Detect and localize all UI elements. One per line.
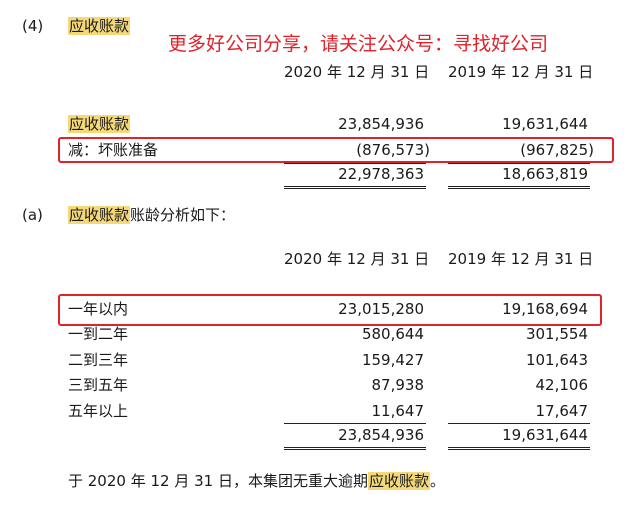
table2-double-rule-2020-a xyxy=(284,447,426,448)
section-marker-a: (a) xyxy=(22,206,43,224)
table2-cell: 19,168,694 xyxy=(502,300,588,318)
table1-header-2019: 2019 年 12 月 31 日 xyxy=(448,63,594,81)
section-a-title: 应收账款账龄分析如下： xyxy=(68,206,236,224)
table2-cell: 23,015,280 xyxy=(338,300,424,318)
table2-cell: 159,427 xyxy=(361,351,424,369)
table2-cell: 101,643 xyxy=(525,351,588,369)
table2-cell: 11,647 xyxy=(371,402,425,420)
table1-total-2019: 18,663,819 xyxy=(502,165,588,183)
table1-double-rule-2019-a xyxy=(448,186,590,187)
highlight-receivables: 应收账款 xyxy=(68,17,131,35)
table2-cell: 42,106 xyxy=(535,376,589,394)
table1-cell: (876,573) xyxy=(356,141,430,159)
table2-header-2019: 2019 年 12 月 31 日 xyxy=(448,250,594,268)
table2-double-rule-2019-b xyxy=(448,449,590,450)
table2-cell: 87,938 xyxy=(371,376,425,394)
table2-row-label: 二到三年 xyxy=(68,351,129,369)
table1-row-label: 应收账款 xyxy=(68,115,131,133)
table1-double-rule-2019-b xyxy=(448,188,590,189)
table1-rule-2020 xyxy=(284,163,426,164)
table2-rule-2020 xyxy=(284,423,426,424)
table1-cell: 19,631,644 xyxy=(502,115,588,133)
table2-cell: 17,647 xyxy=(535,402,589,420)
table1-row-label: 减：坏账准备 xyxy=(68,141,159,159)
table2-cell: 580,644 xyxy=(361,325,424,343)
table1-rule-2019 xyxy=(448,163,590,164)
red-highlight-box xyxy=(58,294,602,326)
table2-header-2020: 2020 年 12 月 31 日 xyxy=(284,250,430,268)
red-highlight-box xyxy=(58,137,614,163)
table2-rule-2019 xyxy=(448,423,590,424)
footnote: 于 2020 年 12 月 31 日，本集团无重大逾期应收账款。 xyxy=(68,472,445,490)
table2-total-2020: 23,854,936 xyxy=(338,426,424,444)
section-title: 应收账款 xyxy=(68,16,131,36)
table2-double-rule-2020-b xyxy=(284,449,426,450)
table1-cell: (967,825) xyxy=(520,141,594,159)
table2-double-rule-2019-a xyxy=(448,447,590,448)
table2-row-label: 三到五年 xyxy=(68,376,129,394)
table1-header-2020: 2020 年 12 月 31 日 xyxy=(284,63,430,81)
table1-double-rule-2020-b xyxy=(284,188,426,189)
watermark-banner: 更多好公司分享，请关注公众号：寻找好公司 xyxy=(168,33,549,55)
table2-row-label: 五年以上 xyxy=(68,402,129,420)
table2-cell: 301,554 xyxy=(525,325,588,343)
table2-row-label: 一到二年 xyxy=(68,325,129,343)
table1-cell: 23,854,936 xyxy=(338,115,424,133)
table1-total-2020: 22,978,363 xyxy=(338,165,424,183)
table2-row-label: 一年以内 xyxy=(68,300,129,318)
section-marker-4: (4) xyxy=(22,17,44,35)
table1-double-rule-2020-a xyxy=(284,186,426,187)
table2-total-2019: 19,631,644 xyxy=(502,426,588,444)
